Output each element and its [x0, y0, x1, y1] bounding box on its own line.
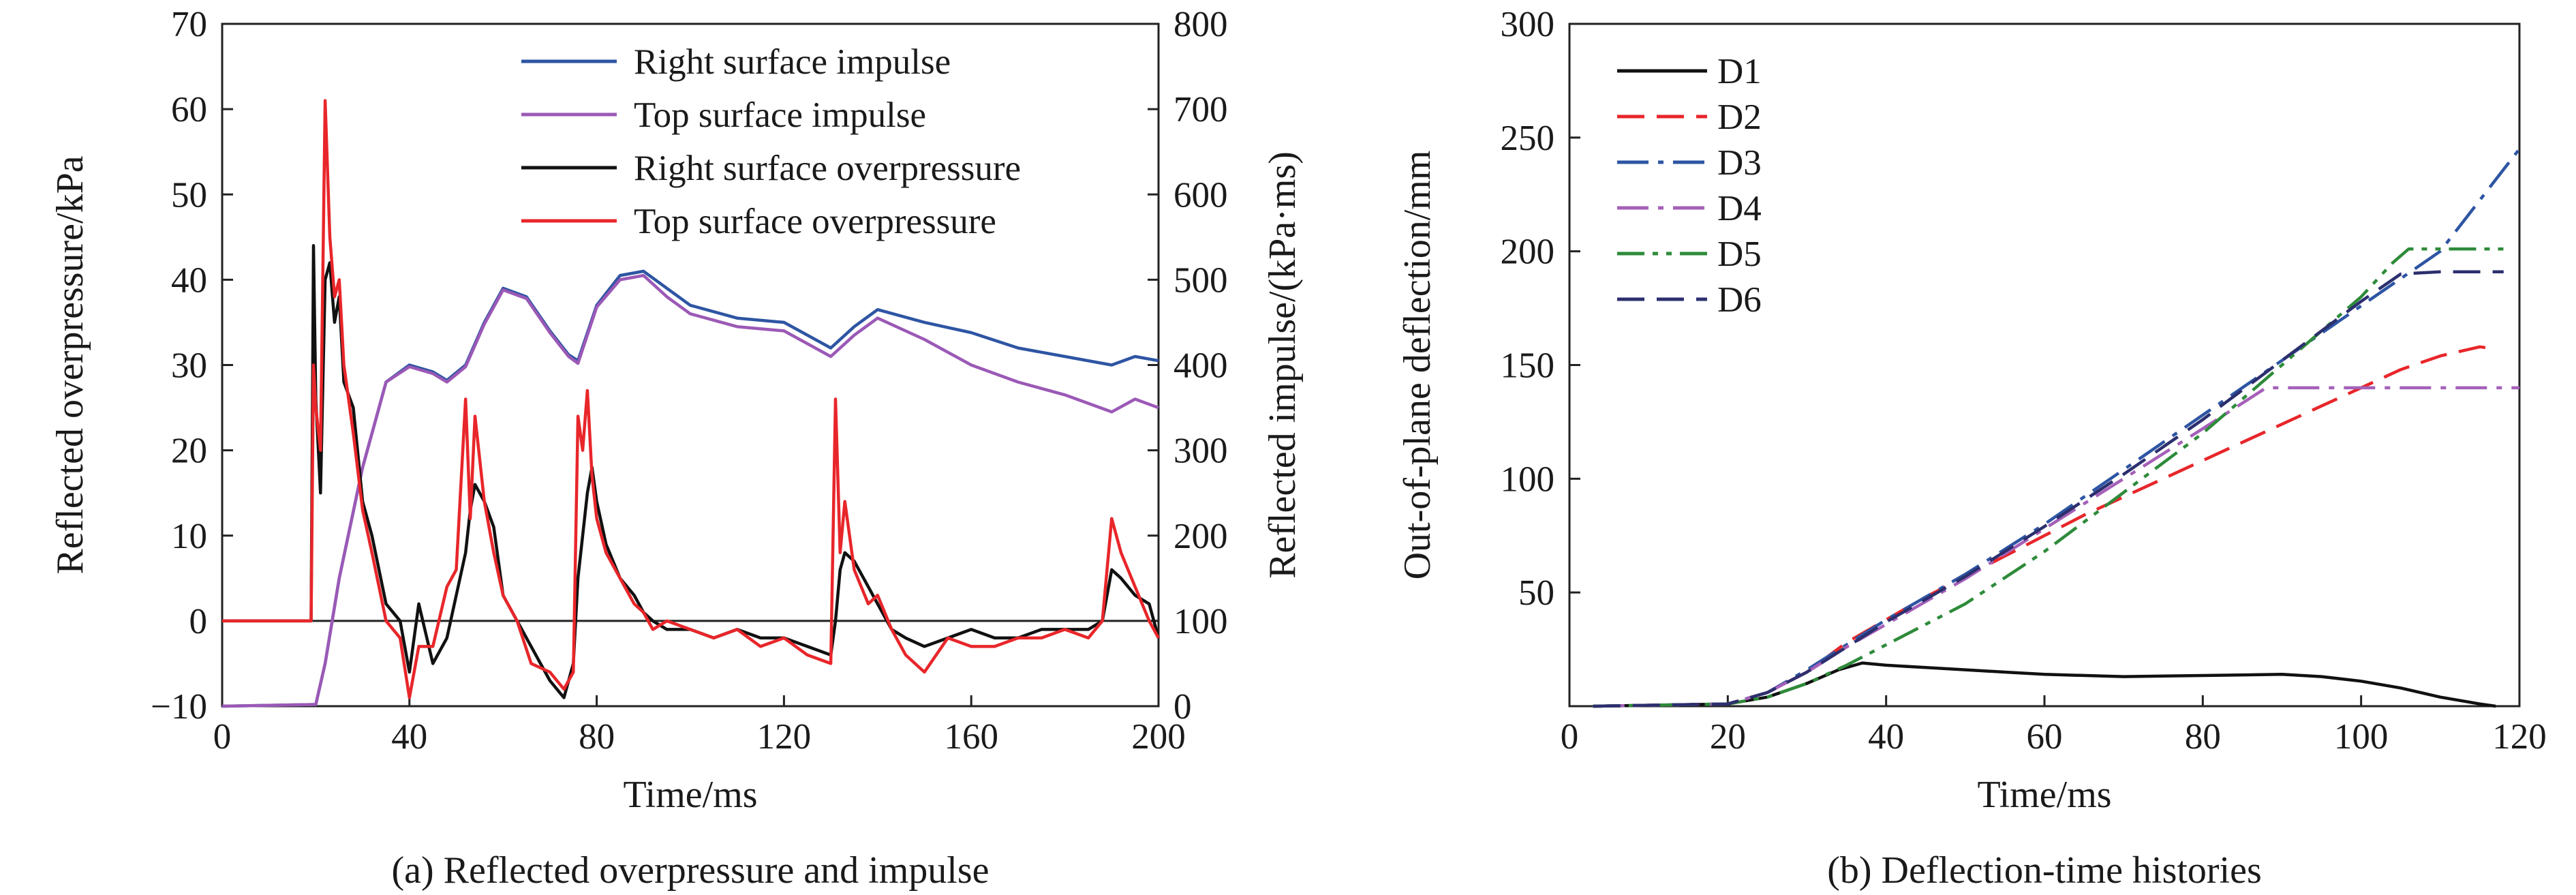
legend-label: Right surface overpressure: [634, 149, 1021, 188]
legend-label: D2: [1717, 97, 1762, 137]
y-tick-label: 40: [171, 260, 207, 300]
y-tick-label: 250: [1501, 119, 1555, 158]
y-tick-label: 50: [171, 175, 207, 215]
series-line: [222, 244, 1161, 699]
y2-tick-label: 600: [1174, 175, 1228, 215]
y-tick-label: −10: [151, 687, 207, 727]
series-line: [1593, 247, 2504, 708]
legend-label: D4: [1717, 189, 1762, 228]
y-tick-label: 300: [1501, 5, 1555, 44]
y2-tick-label: 500: [1174, 260, 1228, 300]
x-tick-label: 60: [2027, 717, 2063, 757]
series-line: [1593, 270, 2504, 708]
chart-b: 0 20 40 60 80 100 120 50 100 150 200 250 300 Time/ms O…: [1396, 5, 2547, 892]
y2-tick-label: 300: [1174, 431, 1228, 471]
y-axis-label: Reflected overpressure/kPa: [49, 155, 91, 574]
legend-label: Top surface impulse: [634, 95, 926, 135]
x-tick-label: 40: [1868, 717, 1904, 757]
x-tick-label: 0: [213, 717, 232, 757]
y-tick-label: 200: [1501, 232, 1555, 272]
y2-tick-label: 400: [1174, 346, 1228, 386]
series-line: [1593, 148, 2521, 708]
series-line: [221, 273, 1159, 708]
x-tick-label: 40: [391, 717, 427, 757]
series-line: [1593, 386, 2519, 708]
panel-caption: (b) Deflection-time histories: [1827, 849, 2262, 892]
y2-tick-label: 200: [1174, 517, 1228, 556]
x-tick-label: 160: [944, 717, 998, 757]
y2-tick-label: 800: [1174, 5, 1228, 44]
panel-caption: (a) Reflected overpressure and impulse: [392, 849, 990, 892]
y-tick-label: 30: [171, 346, 207, 386]
y-tick-label: 10: [171, 517, 207, 556]
y2-tick-label: 100: [1174, 602, 1228, 641]
x-tick-label: 100: [2334, 717, 2389, 757]
y-tick-label: 20: [171, 431, 207, 471]
legend-label: Right surface impulse: [634, 42, 951, 82]
series-line: [1593, 661, 2496, 708]
legend-label: D5: [1717, 234, 1762, 274]
x-axis-label: Time/ms: [1977, 774, 2111, 816]
y2-tick-label: 0: [1174, 687, 1192, 727]
y-tick-label: 60: [171, 90, 207, 130]
y2-axis-label: Reflected impulse/(kPa·ms): [1261, 151, 1304, 579]
legend-label: Top surface overpressure: [634, 202, 996, 241]
y-tick-label: 50: [1518, 573, 1554, 613]
x-tick-label: 80: [579, 717, 615, 757]
x-tick-label: 120: [2492, 717, 2547, 757]
x-tick-label: 120: [757, 717, 812, 757]
y-tick-label: 70: [171, 5, 207, 44]
y-tick-label: 0: [189, 602, 208, 641]
x-tick-label: 80: [2185, 717, 2221, 757]
x-tick-label: 20: [1710, 717, 1746, 757]
y2-tick-label: 700: [1174, 90, 1228, 130]
x-tick-label: 200: [1131, 717, 1186, 757]
y-tick-label: 100: [1501, 459, 1555, 499]
series-line: [222, 99, 1160, 699]
plot-frame: [1568, 22, 2521, 708]
y-tick-label: 150: [1501, 346, 1555, 386]
legend-label: D3: [1717, 143, 1762, 183]
x-tick-label: 0: [1561, 717, 1579, 757]
y-axis-label: Out-of-plane deflection/mm: [1396, 151, 1439, 580]
x-axis-label: Time/ms: [623, 774, 757, 816]
legend-label: D1: [1717, 52, 1762, 91]
chart-a: 0 40 80 120 160 200−1001020304050607001002003…: [49, 5, 1304, 892]
legend-label: D6: [1717, 280, 1762, 320]
